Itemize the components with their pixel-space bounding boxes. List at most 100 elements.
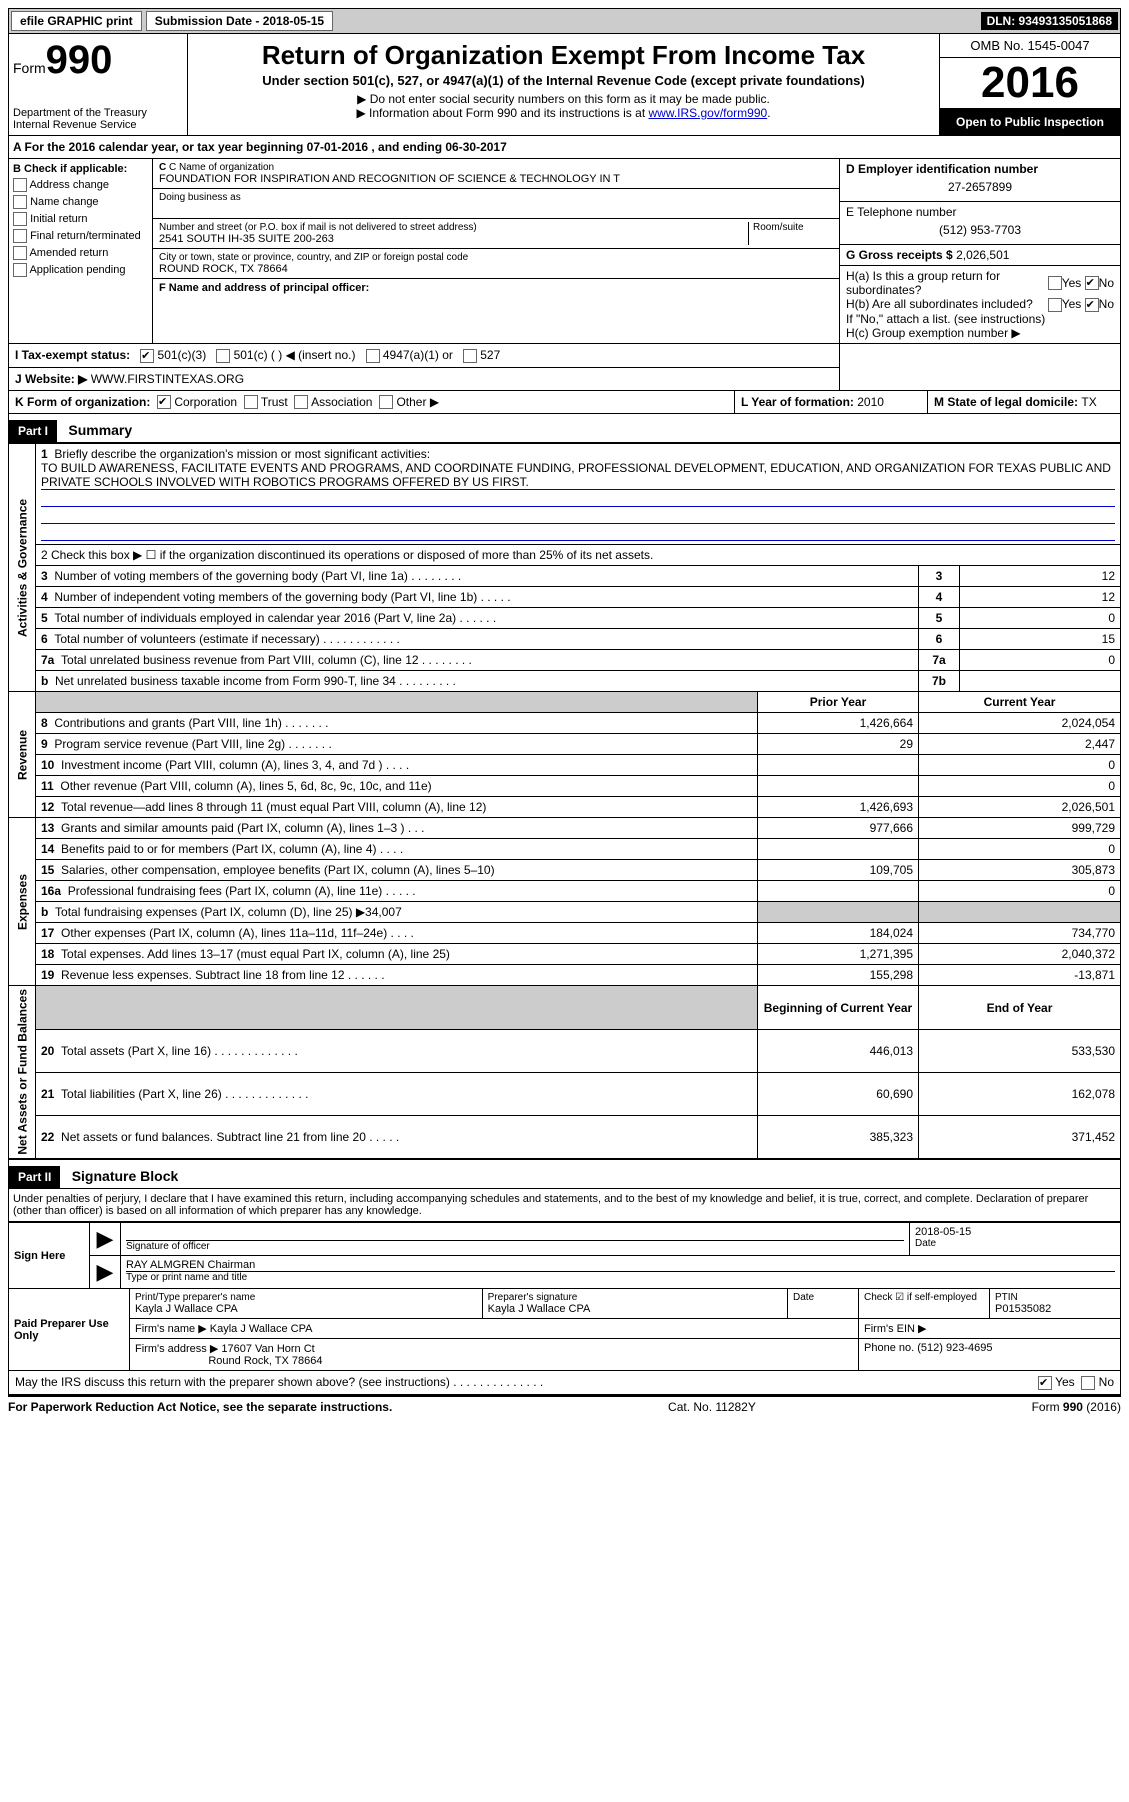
l7b: Net unrelated business taxable income fr… bbox=[55, 674, 456, 688]
form-subtitle: Under section 501(c), 527, or 4947(a)(1)… bbox=[196, 73, 931, 88]
hb-yes-no: Yes No bbox=[1048, 297, 1114, 312]
l1-label: Briefly describe the organization's miss… bbox=[54, 447, 430, 461]
boy-hdr: Beginning of Current Year bbox=[764, 1001, 912, 1015]
sign-here: Sign Here bbox=[9, 1223, 90, 1289]
cb-address-change: Address change bbox=[13, 178, 148, 192]
tax-exempt-label: I Tax-exempt status: bbox=[15, 348, 130, 362]
form-header: Form990 Department of the Treasury Inter… bbox=[8, 34, 1121, 136]
form-org-label: K Form of organization: bbox=[15, 395, 150, 409]
discuss-row: May the IRS discuss this return with the… bbox=[8, 1371, 1121, 1395]
note-ssn: ▶ Do not enter social security numbers o… bbox=[196, 92, 931, 106]
l12: Total revenue—add lines 8 through 11 (mu… bbox=[61, 800, 486, 814]
efile-print-button[interactable]: efile GRAPHIC print bbox=[11, 11, 142, 31]
addr-label: Number and street (or P.O. box if mail i… bbox=[159, 222, 744, 233]
part-1-title: Summary bbox=[60, 419, 140, 441]
website-label: J Website: ▶ bbox=[15, 372, 87, 386]
discuss-text: May the IRS discuss this return with the… bbox=[15, 1375, 543, 1390]
gross-value: 2,026,501 bbox=[956, 248, 1009, 262]
form-title: Return of Organization Exempt From Incom… bbox=[196, 40, 931, 71]
gross-label: G Gross receipts $ bbox=[846, 248, 956, 262]
firm-phone: (512) 923-4695 bbox=[917, 1342, 992, 1354]
l19: Revenue less expenses. Subtract line 18 … bbox=[61, 968, 385, 982]
l16a: Professional fundraising fees (Part IX, … bbox=[68, 884, 416, 898]
prep-sig: Kayla J Wallace CPA bbox=[488, 1303, 782, 1315]
section-bcd: B Check if applicable: Address change Na… bbox=[8, 159, 1121, 344]
col-c-org-info: C C Name of organization FOUNDATION FOR … bbox=[153, 159, 840, 343]
org-name-label: C Name of organization bbox=[169, 162, 274, 173]
l8: Contributions and grants (Part VIII, lin… bbox=[54, 716, 328, 730]
firm-name-label: Firm's name ▶ bbox=[135, 1323, 207, 1335]
part-2-title: Signature Block bbox=[64, 1165, 187, 1187]
4947a1: 4947(a)(1) or bbox=[383, 348, 453, 362]
l14: Benefits paid to or for members (Part IX… bbox=[61, 842, 403, 856]
sig-date: 2018-05-15 bbox=[915, 1226, 1115, 1238]
527: 527 bbox=[480, 348, 500, 362]
l7a: Total unrelated business revenue from Pa… bbox=[61, 653, 472, 667]
l18: Total expenses. Add lines 13–17 (must eq… bbox=[61, 947, 450, 961]
501c-other: 501(c) ( ) ◀ (insert no.) bbox=[234, 348, 356, 362]
l5: Total number of individuals employed in … bbox=[54, 611, 496, 625]
row-a-text: A For the 2016 calendar year, or tax yea… bbox=[13, 140, 507, 154]
hb-note: If "No," attach a list. (see instruction… bbox=[846, 312, 1114, 326]
irs-link[interactable]: www.IRS.gov/form990 bbox=[648, 106, 767, 120]
org-name: FOUNDATION FOR INSPIRATION AND RECOGNITI… bbox=[159, 173, 833, 185]
form-number: Form990 bbox=[13, 38, 183, 83]
sidelabel-net: Net Assets or Fund Balances bbox=[9, 986, 36, 1159]
sidelabel-exp: Expenses bbox=[9, 818, 36, 986]
officer-label: F Name and address of principal officer: bbox=[159, 282, 369, 294]
form-990-num: 990 bbox=[46, 38, 113, 82]
hb-label: H(b) Are all subordinates included? bbox=[846, 297, 1048, 311]
sidelabel-rev: Revenue bbox=[9, 692, 36, 818]
l10: Investment income (Part VIII, column (A)… bbox=[61, 758, 409, 772]
hc-label: H(c) Group exemption number ▶ bbox=[846, 326, 1114, 340]
top-bar: efile GRAPHIC print Submission Date - 20… bbox=[8, 8, 1121, 34]
l22: Net assets or fund balances. Subtract li… bbox=[61, 1130, 399, 1144]
line-klm: K Form of organization: Corporation Trus… bbox=[8, 391, 1121, 415]
part-1-header: Part I bbox=[9, 420, 57, 442]
other-org: Other ▶ bbox=[396, 395, 439, 409]
preparer-table: Paid Preparer Use Only Print/Type prepar… bbox=[8, 1288, 1121, 1371]
cb-pending: Application pending bbox=[13, 263, 148, 277]
eoy-hdr: End of Year bbox=[987, 1001, 1053, 1015]
firm-addr: 17607 Van Horn Ct bbox=[221, 1343, 314, 1355]
line-i: I Tax-exempt status: 501(c)(3) 501(c) ( … bbox=[9, 344, 839, 368]
current-year-hdr: Current Year bbox=[984, 695, 1056, 709]
col-b-checkboxes: B Check if applicable: Address change Na… bbox=[9, 159, 153, 343]
footer-left: For Paperwork Reduction Act Notice, see … bbox=[8, 1400, 392, 1414]
footer-right: Form 990 (2016) bbox=[1032, 1400, 1121, 1414]
year-formation: 2010 bbox=[857, 395, 884, 409]
submission-date: Submission Date - 2018-05-15 bbox=[146, 11, 333, 31]
dln-label: DLN: 93493135051868 bbox=[981, 12, 1118, 30]
officer-name: RAY ALMGREN Chairman bbox=[126, 1259, 1115, 1272]
open-public: Open to Public Inspection bbox=[940, 109, 1120, 135]
l9: Program service revenue (Part VIII, line… bbox=[54, 737, 331, 751]
ptin-label: PTIN bbox=[995, 1292, 1115, 1303]
cb-name-change: Name change bbox=[13, 195, 148, 209]
website-value: WWW.FIRSTINTEXAS.ORG bbox=[91, 372, 244, 386]
l11: Other revenue (Part VIII, column (A), li… bbox=[60, 779, 431, 793]
check-self-employed: Check ☑ if self-employed bbox=[864, 1292, 984, 1303]
501c3: 501(c)(3) bbox=[158, 348, 207, 362]
prior-year-hdr: Prior Year bbox=[810, 695, 866, 709]
paid-preparer: Paid Preparer Use Only bbox=[9, 1289, 130, 1371]
sig-officer-label: Signature of officer bbox=[126, 1241, 904, 1252]
tax-year: 2016 bbox=[940, 58, 1120, 109]
l21: Total liabilities (Part X, line 26) . . … bbox=[61, 1087, 308, 1101]
l1-mission: TO BUILD AWARENESS, FACILITATE EVENTS AN… bbox=[41, 461, 1115, 490]
assoc: Association bbox=[311, 395, 372, 409]
year-formation-label: L Year of formation: bbox=[741, 395, 857, 409]
cb-final-return: Final return/terminated bbox=[13, 229, 148, 243]
line-j: J Website: ▶ WWW.FIRSTINTEXAS.ORG bbox=[9, 368, 839, 390]
sidelabel-gov: Activities & Governance bbox=[9, 444, 36, 692]
corp: Corporation bbox=[174, 395, 237, 409]
footer: For Paperwork Reduction Act Notice, see … bbox=[8, 1395, 1121, 1414]
prep-date-label: Date bbox=[793, 1292, 853, 1303]
ein-value: 27-2657899 bbox=[846, 176, 1114, 198]
phone-label: E Telephone number bbox=[846, 205, 1114, 219]
city-label: City or town, state or province, country… bbox=[159, 252, 833, 263]
city-state-zip: ROUND ROCK, TX 78664 bbox=[159, 263, 833, 275]
l3: Number of voting members of the governin… bbox=[54, 569, 461, 583]
note-info: ▶ Information about Form 990 and its ins… bbox=[196, 106, 931, 120]
prep-name-label: Print/Type preparer's name bbox=[135, 1292, 477, 1303]
firm-addr-label: Firm's address ▶ bbox=[135, 1343, 218, 1355]
